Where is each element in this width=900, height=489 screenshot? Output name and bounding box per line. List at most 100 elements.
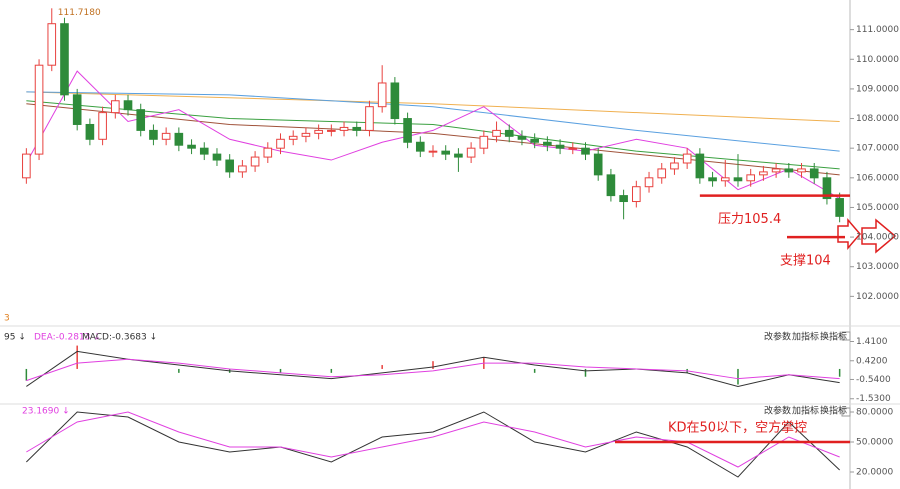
y-tick-label: 50.0000 — [856, 438, 893, 448]
candle-body — [504, 129, 514, 137]
candle-body — [34, 64, 44, 155]
candle-body — [47, 23, 57, 66]
y-tick-label: 109.0000 — [856, 84, 899, 94]
candle-body — [581, 147, 590, 155]
candle-body — [339, 126, 349, 131]
candle-body — [301, 132, 311, 137]
candle-body — [123, 100, 133, 111]
y-tick-label: 1.4100 — [856, 337, 888, 347]
kd-legend: 23.1690 ↓ — [22, 407, 70, 417]
y-tick-label: 104.0000 — [856, 233, 899, 243]
panel-button[interactable]: 加指标 — [792, 405, 819, 417]
y-tick-label: 80.0000 — [856, 408, 893, 418]
candle-body — [543, 141, 552, 146]
macd-legend: MACD:-0.3683 ↓ — [82, 333, 157, 343]
y-tick-label: 110.0000 — [856, 55, 899, 65]
candle-body — [670, 162, 679, 170]
candle-body — [466, 147, 476, 158]
candle-body — [632, 186, 641, 203]
candle-body — [708, 177, 717, 182]
left-marker: 3 — [4, 314, 10, 324]
candle-body — [72, 94, 82, 125]
y-tick-label: 20.0000 — [856, 468, 893, 478]
candle-body — [809, 168, 819, 179]
macd-legend: 95 ↓ — [4, 333, 26, 343]
candle-body — [454, 153, 463, 158]
candle-body — [390, 82, 400, 120]
kd-note: KD在50以下，空方掌控 — [668, 420, 807, 436]
candle-body — [517, 135, 527, 140]
candle-body — [276, 138, 285, 149]
arrow — [861, 218, 897, 254]
candle-body — [225, 159, 234, 173]
max-label: 111.7180 — [58, 8, 101, 18]
candle-body — [733, 177, 743, 182]
candle-body — [98, 112, 107, 140]
y-tick-label: 107.0000 — [856, 144, 899, 154]
candle-body — [327, 129, 336, 132]
candle-body — [771, 168, 781, 173]
panel-button[interactable]: 加指标 — [792, 331, 819, 343]
candle-body — [199, 147, 209, 155]
candle-body — [479, 135, 489, 149]
dea-line — [26, 358, 840, 382]
y-tick-label: 102.0000 — [856, 292, 899, 302]
panel-button[interactable]: 换指标 — [820, 331, 847, 343]
candle-body — [644, 177, 654, 188]
diff-line — [26, 350, 840, 387]
y-tick-label: 0.4200 — [856, 356, 888, 366]
k-line — [26, 411, 840, 478]
y-tick-label: -1.5300 — [856, 394, 891, 404]
arrow — [837, 217, 861, 251]
candle-body — [492, 129, 501, 137]
candle-body — [568, 147, 578, 150]
y-tick-label: 105.0000 — [856, 203, 899, 213]
candle-body — [22, 153, 31, 179]
y-tick-label: 103.0000 — [856, 262, 899, 272]
resistance-label: 压力105.4 — [718, 212, 781, 227]
candle-body — [555, 144, 565, 149]
candle-body — [263, 147, 273, 158]
candle-body — [149, 129, 158, 140]
candle-body — [835, 198, 844, 217]
candle-body — [238, 165, 247, 173]
y-tick-label: 106.0000 — [856, 173, 899, 183]
candle-body — [428, 150, 438, 153]
candle-body — [352, 126, 362, 131]
candle-body — [110, 100, 120, 114]
candle-body — [784, 168, 794, 173]
candle-body — [288, 135, 298, 140]
candle-body — [415, 141, 425, 152]
candle-body — [695, 153, 705, 179]
candle-body — [250, 156, 260, 167]
moving-average — [26, 91, 840, 123]
candle-body — [530, 138, 539, 143]
close-box[interactable] — [841, 331, 851, 341]
candle-body — [212, 153, 222, 161]
support-label: 支撑104 — [780, 254, 831, 269]
panel-button[interactable]: 改参数 — [764, 331, 791, 343]
y-tick-label: -0.5400 — [856, 375, 891, 385]
moving-average — [26, 91, 840, 152]
candle-body — [619, 195, 628, 203]
candle-body — [187, 144, 196, 149]
candle-body — [174, 132, 184, 146]
candle-body — [161, 132, 171, 140]
candle-body — [606, 174, 616, 197]
candle-body — [85, 123, 95, 140]
candle-body — [822, 177, 832, 200]
candle-body — [797, 168, 806, 173]
candle-body — [746, 174, 756, 182]
y-tick-label: 108.0000 — [856, 114, 899, 124]
candle-body — [365, 106, 374, 131]
panel-button[interactable]: 换指标 — [820, 405, 847, 417]
candle-body — [136, 109, 146, 131]
candle-body — [377, 82, 387, 108]
y-tick-label: 111.0000 — [856, 25, 899, 35]
candle-body — [60, 23, 69, 96]
candle-body — [657, 168, 667, 179]
panel-button[interactable]: 改参数 — [764, 405, 791, 417]
